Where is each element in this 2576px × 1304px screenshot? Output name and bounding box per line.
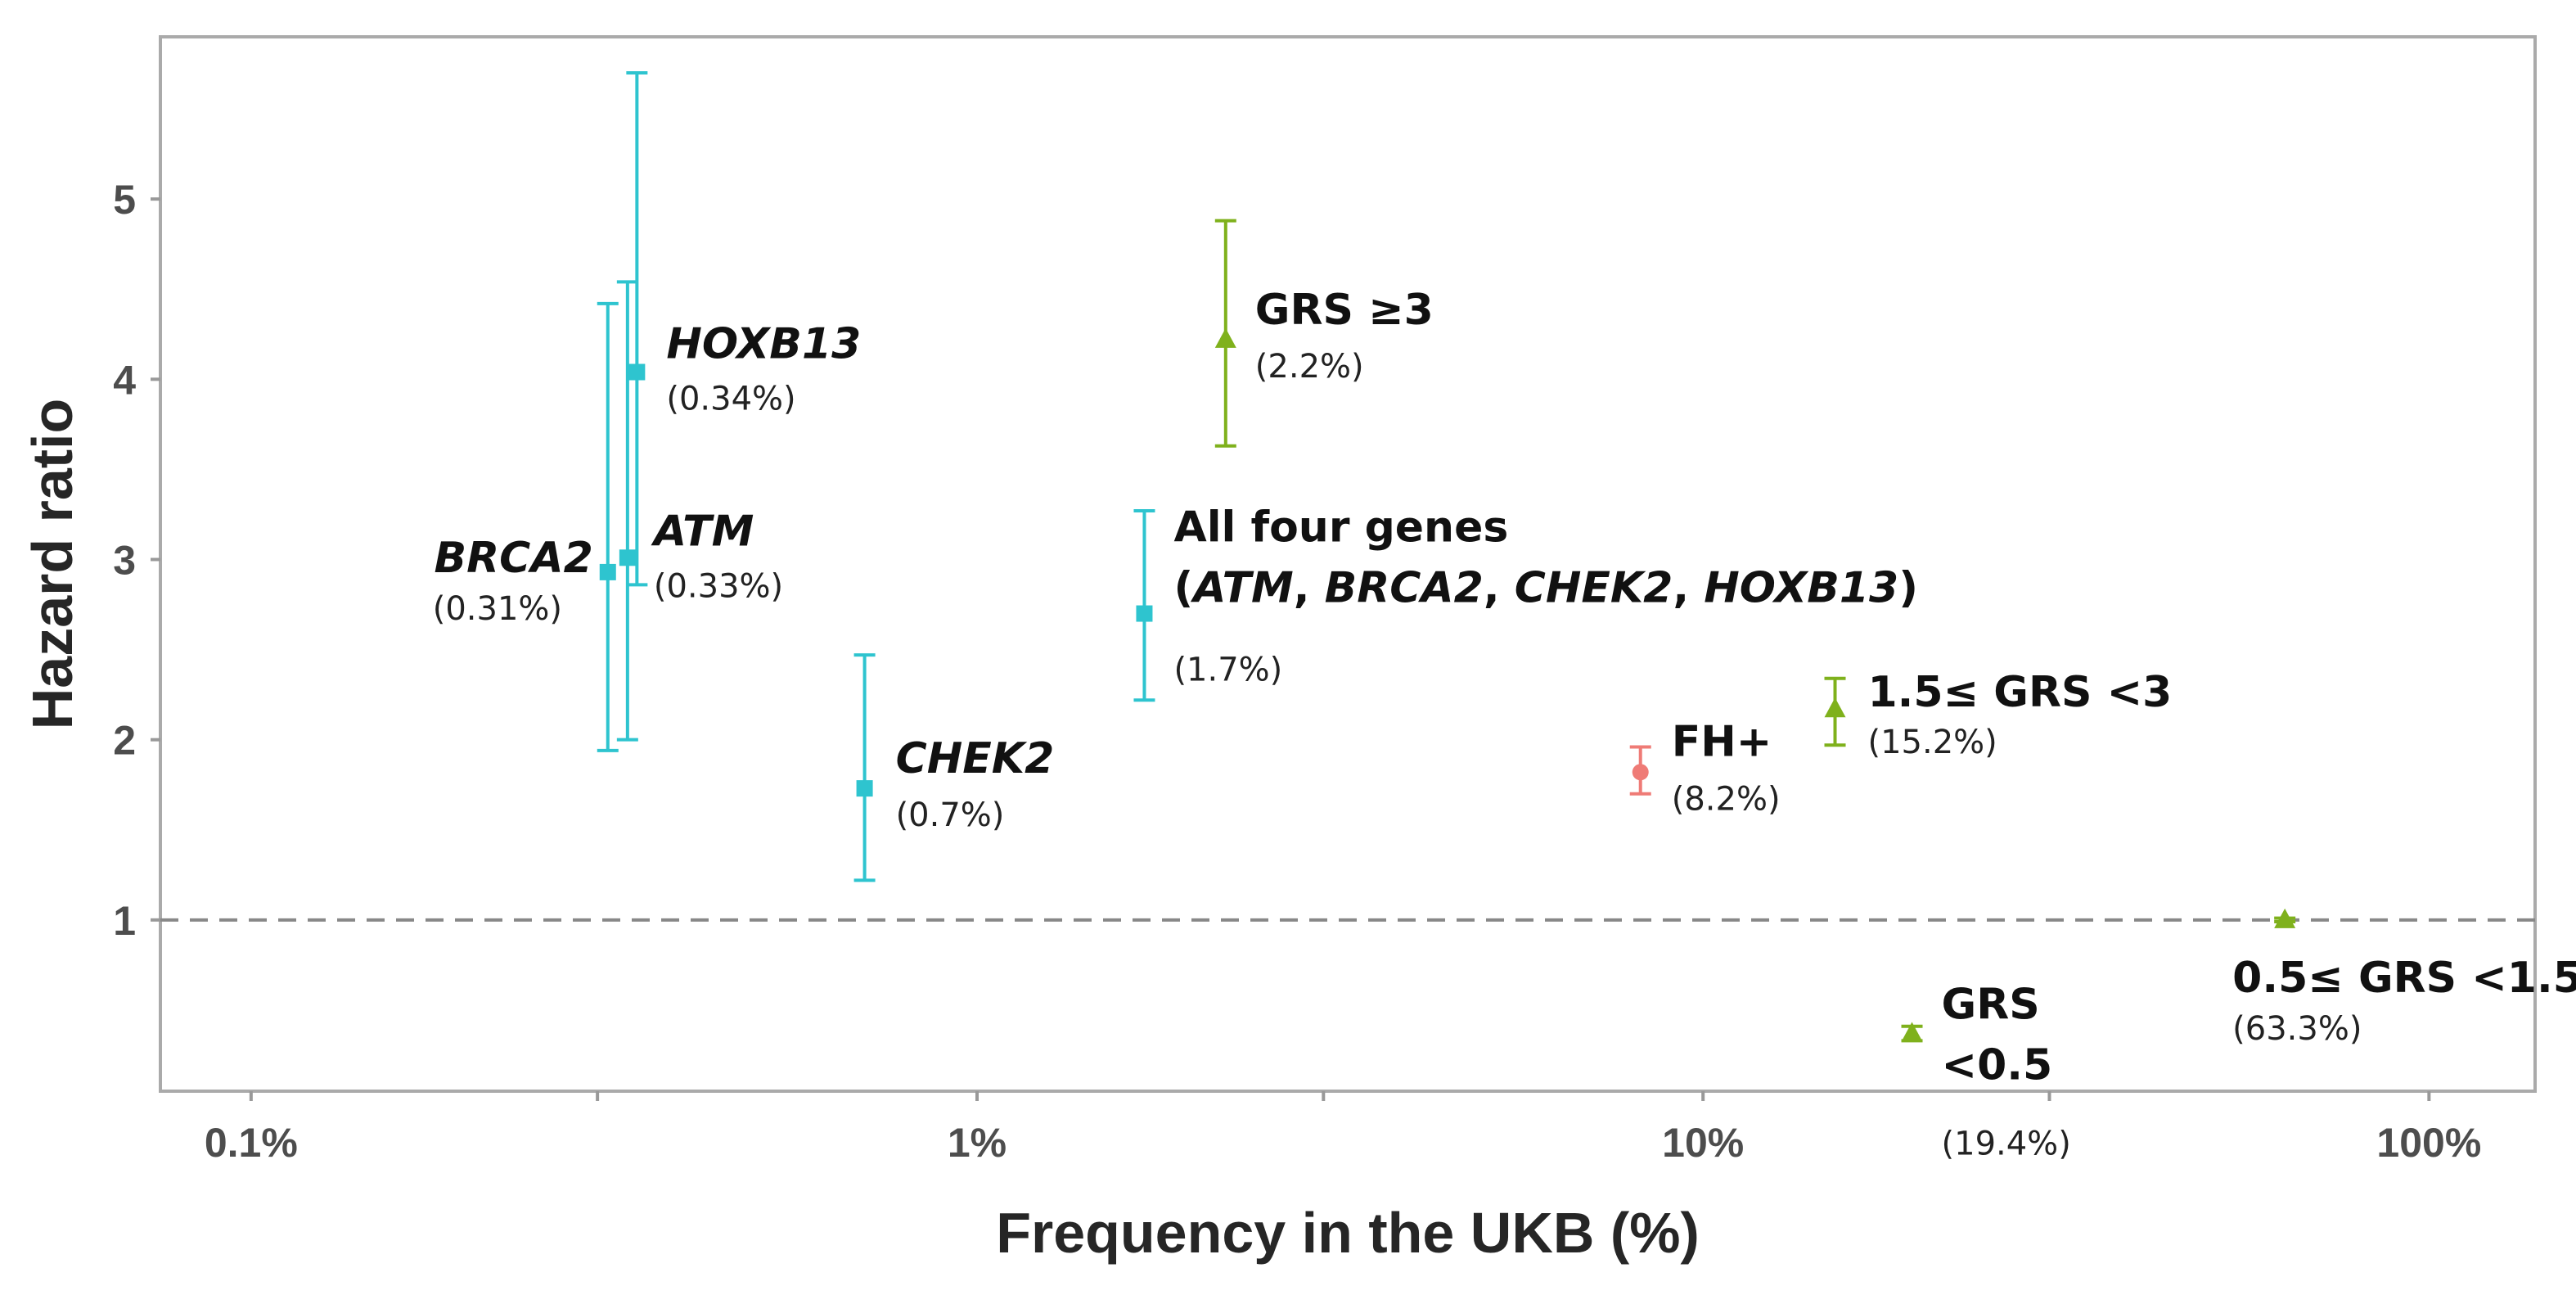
point-brca2: BRCA2 (0.31%) [433, 301, 619, 752]
x-tick-label: 10% [1662, 1120, 1744, 1166]
point-all-four-genes: All four genes (ATM, BRCA2, CHEK2, HOXB13… [1133, 503, 1918, 702]
point-grs-0.5-1.5: 0.5≤ GRS <1.5 (63.3%) [2232, 908, 2576, 1048]
point-marker [1136, 605, 1153, 622]
point-frequency-label: (2.2%) [1255, 348, 1364, 386]
point-marker [2274, 908, 2296, 928]
point-label: 0.5≤ GRS <1.5 [2232, 954, 2576, 1003]
y-axis-title: Hazard ratio [20, 399, 84, 730]
x-tick-label: 100% [2376, 1120, 2481, 1166]
point-frequency-label: (19.4%) [1942, 1126, 2071, 1163]
point-frequency-label: (15.2%) [1868, 724, 1997, 761]
point-label: BRCA2 [434, 534, 592, 583]
point-frequency-label: (0.33%) [654, 567, 783, 605]
x-tick-label: 1% [948, 1120, 1007, 1166]
point-label: GRS ≥3 [1255, 286, 1434, 335]
point-marker [856, 780, 873, 797]
point-label: ATM [651, 507, 754, 556]
point-frequency-label: (1.7%) [1173, 652, 1282, 689]
point-grs-1.5-3: 1.5≤ GRS <3 (15.2%) [1824, 668, 2173, 761]
point-frequency-label: (0.7%) [896, 796, 1005, 834]
point-label: FH+ [1672, 717, 1772, 766]
point-marker [1632, 764, 1649, 781]
point-label: CHEK2 [896, 734, 1055, 783]
point-frequency-label: (8.2%) [1672, 780, 1781, 818]
y-tick-label: 2 [113, 718, 136, 764]
point-fh-pos: FH+ (8.2%) [1629, 717, 1781, 818]
point-label: <0.5 [1942, 1041, 2053, 1090]
point-chek2: CHEK2 (0.7%) [853, 653, 1055, 882]
point-label: HOXB13 [666, 320, 861, 369]
point-marker [628, 363, 646, 381]
x-axis-title: Frequency in the UKB (%) [996, 1201, 1700, 1265]
point-marker [599, 563, 616, 580]
point-label: GRS [1942, 981, 2040, 1030]
point-marker [1824, 697, 1846, 718]
point-grs-lt0.5: GRS <0.5 (19.4%) [1901, 981, 2071, 1163]
point-label: 1.5≤ GRS <3 [1868, 668, 2173, 717]
y-tick-label: 3 [113, 537, 136, 583]
point-frequency-label: (0.31%) [433, 590, 562, 628]
point-label: (ATM, BRCA2, CHEK2, HOXB13) [1173, 564, 1918, 613]
point-marker [1214, 327, 1236, 348]
y-tick-label: 4 [113, 357, 136, 403]
x-tick-label: 0.1% [205, 1120, 298, 1166]
point-marker [619, 549, 636, 566]
point-label: All four genes [1173, 503, 1508, 553]
point-frequency-label: (0.34%) [666, 381, 795, 418]
point-atm: ATM (0.33%) [616, 280, 783, 742]
point-frequency-label: (63.3%) [2232, 1010, 2362, 1048]
y-tick-label: 5 [113, 177, 136, 223]
point-marker [1901, 1022, 1923, 1042]
y-tick-label: 1 [113, 898, 136, 944]
plot-frame [159, 35, 2537, 1093]
point-grs-ge3: GRS ≥3 (2.2%) [1214, 219, 1434, 448]
point-hoxb13: HOXB13 (0.34%) [626, 71, 861, 587]
